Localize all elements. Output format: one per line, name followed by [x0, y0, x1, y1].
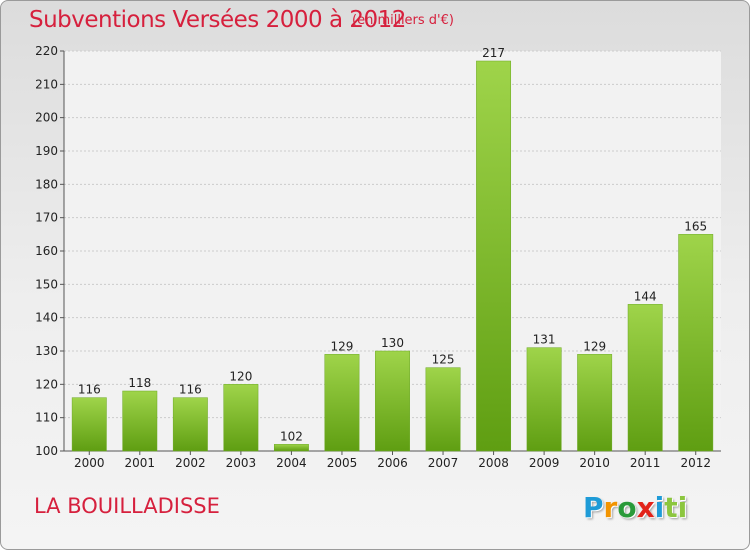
bar: [172, 397, 208, 452]
x-tick-label: 2002: [175, 456, 206, 470]
bar: [577, 354, 613, 452]
y-tick-label: 220: [35, 44, 58, 58]
y-tick-label: 170: [35, 211, 58, 225]
bar: [273, 444, 309, 452]
x-tick-label: 2000: [74, 456, 105, 470]
bar-value-label: 130: [381, 336, 404, 350]
bar-value-label: 116: [179, 383, 202, 397]
logo-letter: P: [583, 491, 604, 524]
y-tick-label: 160: [35, 244, 58, 258]
y-tick-label: 150: [35, 277, 58, 291]
x-tick-label: 2012: [680, 456, 711, 470]
x-tick-label: 2005: [327, 456, 358, 470]
x-tick-label: 2007: [428, 456, 459, 470]
x-tick-label: 2010: [579, 456, 610, 470]
logo-letter: r: [603, 491, 618, 524]
bar: [223, 384, 259, 452]
bar: [627, 304, 663, 452]
y-tick-label: 180: [35, 177, 58, 191]
logo-letter: x: [636, 491, 655, 524]
bar-value-label: 125: [432, 353, 455, 367]
bar: [526, 347, 562, 452]
y-tick-label: 130: [35, 344, 58, 358]
bar: [678, 234, 714, 452]
bar-value-label: 116: [78, 383, 101, 397]
y-tick-label: 190: [35, 144, 58, 158]
bar-value-label: 131: [533, 333, 556, 347]
chart-unit: (en milliers d'€): [352, 13, 454, 28]
bar-value-label: 129: [583, 339, 606, 353]
bar: [71, 397, 107, 452]
bar: [476, 60, 512, 452]
y-tick-label: 100: [35, 444, 58, 458]
bar: [122, 390, 158, 452]
bar-value-label: 129: [331, 339, 354, 353]
commune-name: LA BOUILLADISSE: [34, 494, 220, 518]
logo-letter: o: [617, 491, 637, 524]
bar-value-label: 217: [482, 46, 505, 60]
x-tick-label: 2009: [529, 456, 560, 470]
x-tick-label: 2011: [630, 456, 661, 470]
chart-title: Subventions Versées 2000 à 2012: [29, 7, 406, 33]
y-tick-label: 140: [35, 311, 58, 325]
y-tick-label: 200: [35, 111, 58, 125]
y-tick-label: 110: [35, 411, 58, 425]
logo-letter: ti: [664, 491, 688, 524]
bar-value-label: 118: [128, 376, 151, 390]
x-tick-label: 2003: [226, 456, 257, 470]
bars: [71, 60, 714, 452]
x-tick-label: 2001: [125, 456, 156, 470]
x-tick-label: 2004: [276, 456, 307, 470]
y-tick-label: 210: [35, 77, 58, 91]
x-tick-label: 2008: [478, 456, 509, 470]
logo-letter: i: [654, 491, 665, 524]
y-tick-label: 120: [35, 377, 58, 391]
bar: [425, 367, 461, 452]
labels: 1001101201301401501601701801902002102201…: [35, 44, 711, 470]
bar: [375, 350, 410, 452]
bar-value-label: 102: [280, 429, 303, 443]
bar-value-label: 144: [634, 289, 657, 303]
bar-value-label: 120: [229, 369, 252, 383]
bar: [324, 354, 360, 452]
proxiti-logo[interactable]: Proxiti: [583, 491, 687, 524]
bar-value-label: 165: [684, 219, 707, 233]
x-tick-label: 2006: [377, 456, 408, 470]
